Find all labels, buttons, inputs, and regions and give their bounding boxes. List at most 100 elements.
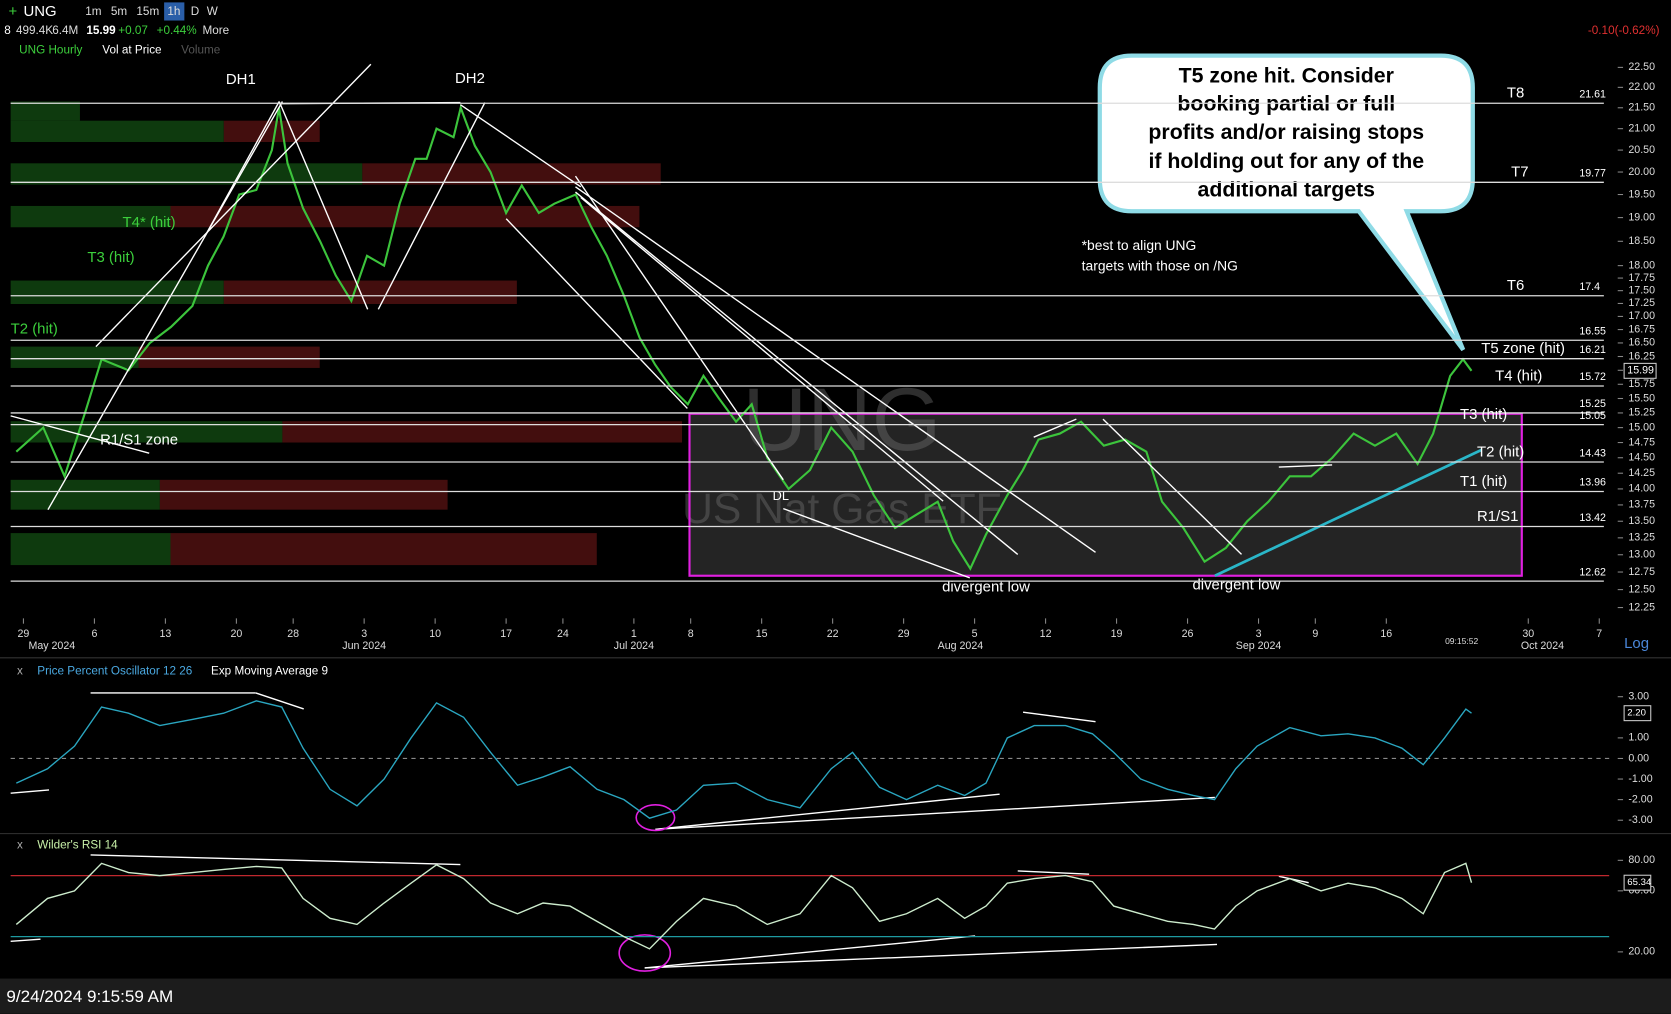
y-tick-label: 20.00 xyxy=(1628,166,1655,178)
trendline xyxy=(95,63,372,348)
x-tick-label: 10 xyxy=(429,628,441,640)
divergence-line xyxy=(655,793,1000,831)
quote-avg-volume: 6.4M xyxy=(52,24,78,37)
interval[interactable]: D xyxy=(191,5,199,18)
last-rsi-box xyxy=(1623,874,1652,891)
study-legend: Volume xyxy=(181,43,220,56)
target-value: 12.62 xyxy=(1579,566,1606,578)
interval[interactable]: 15m xyxy=(136,5,159,18)
y-tick-label: 14.25 xyxy=(1628,467,1655,479)
y-tick-label: 18.50 xyxy=(1628,235,1655,247)
x-tick-label: 28 xyxy=(287,628,299,640)
highlight-circle xyxy=(618,934,672,972)
y-tick-label: 80.00 xyxy=(1628,854,1655,866)
y-tick-label: 21.50 xyxy=(1628,102,1655,114)
vp-bar xyxy=(223,120,320,143)
x-tick-label: 30 xyxy=(1522,628,1534,640)
y-tick-label: 20.50 xyxy=(1628,144,1655,156)
quote-change: +0.07 xyxy=(118,24,148,37)
annotation: T4* (hit) xyxy=(123,215,176,231)
vp-bar xyxy=(10,101,80,121)
y-tick-label: 13.50 xyxy=(1628,515,1655,527)
status-bar xyxy=(0,978,1671,1014)
target-value: 21.61 xyxy=(1579,89,1606,101)
y-tick-label: 21.00 xyxy=(1628,122,1655,134)
chart-legend: UNG Hourly xyxy=(19,43,82,56)
add-icon[interactable]: + xyxy=(9,4,18,20)
after-hours: -0.10(-0.62%) xyxy=(1588,24,1660,37)
trendline xyxy=(459,104,582,188)
time-marker: 09:15:52 xyxy=(1445,636,1478,646)
price-plot xyxy=(15,104,1473,571)
y-tick-label: 22.50 xyxy=(1628,61,1655,73)
y-tick-label: 18.00 xyxy=(1628,259,1655,271)
y-tick-label: 14.50 xyxy=(1628,452,1655,464)
target-label: T7 xyxy=(1511,165,1528,181)
callout-bubble xyxy=(1097,53,1475,352)
trendline xyxy=(574,175,784,481)
annotation: DL xyxy=(773,488,789,503)
divergence-line xyxy=(644,935,976,969)
callout-line: T5 zone hit. Consider xyxy=(1179,64,1394,88)
note: *best to align UNG xyxy=(1082,237,1197,253)
x-tick-label: 29 xyxy=(898,628,910,640)
vp-bar xyxy=(138,346,320,368)
annotation: R1/S1 zone xyxy=(100,432,178,448)
trendline xyxy=(580,196,944,502)
x-tick-label: 3 xyxy=(1256,628,1262,640)
study-overlay: Exp Moving Average 9 xyxy=(211,665,328,678)
y-tick-label: 20.00 xyxy=(1628,946,1655,958)
vp-bar xyxy=(10,533,171,566)
month-label: Aug 2024 xyxy=(938,640,984,652)
x-tick-label: 8 xyxy=(688,628,694,640)
interval[interactable]: 5m xyxy=(111,5,127,18)
target-value: 14.43 xyxy=(1579,447,1606,459)
month-label: Oct 2024 xyxy=(1521,640,1564,652)
month-label: Jul 2024 xyxy=(614,640,654,652)
vp-bar xyxy=(282,421,683,443)
close-study[interactable]: x xyxy=(17,838,23,851)
y-tick-label: 12.50 xyxy=(1628,583,1655,595)
interval[interactable]: W xyxy=(207,5,219,18)
interval-selected xyxy=(164,2,185,21)
x-tick-label: 19 xyxy=(1111,628,1123,640)
y-tick-label: 22.00 xyxy=(1628,81,1655,93)
target-value: 16.55 xyxy=(1579,326,1606,338)
quote-volume: 499.4K xyxy=(16,24,53,37)
y-tick-label: 19.00 xyxy=(1628,211,1655,223)
close-study[interactable]: x xyxy=(17,665,23,678)
y-tick-label: 15.25 xyxy=(1628,407,1655,419)
more-button[interactable]: More xyxy=(202,24,229,37)
symbol[interactable]: UNG xyxy=(23,4,56,20)
divergence-line xyxy=(10,789,50,794)
vp-bar xyxy=(10,280,224,304)
y-tick-label: -2.00 xyxy=(1628,793,1652,805)
vp-bar xyxy=(159,479,448,510)
interval[interactable]: 1m xyxy=(85,5,101,18)
y-tick-label: 13.25 xyxy=(1628,532,1655,544)
target-label: T3 (hit) xyxy=(1460,407,1507,423)
trendline xyxy=(1033,418,1077,438)
last-price-box xyxy=(1623,362,1657,379)
y-tick-label: 19.50 xyxy=(1628,188,1655,200)
month-label: Jun 2024 xyxy=(342,640,386,652)
consolidation-box xyxy=(688,412,1523,577)
current-value-box xyxy=(1623,705,1652,722)
x-tick-label: 13 xyxy=(159,628,171,640)
x-tick-label: 6 xyxy=(91,628,97,640)
vp-bar xyxy=(170,205,640,228)
target-label: T4 (hit) xyxy=(1495,368,1542,384)
annotation: DH1 xyxy=(226,72,256,88)
y-tick-label: 1.00 xyxy=(1628,732,1649,744)
trendline xyxy=(505,218,688,409)
target-label: T1 (hit) xyxy=(1460,474,1507,490)
interval[interactable]: 1h xyxy=(167,5,180,18)
log-button[interactable]: Log xyxy=(1624,636,1649,652)
current-value: 2.20 xyxy=(1627,708,1646,719)
trendline xyxy=(1214,448,1482,577)
quote-last: 15.99 xyxy=(86,24,116,37)
month-label: Sep 2024 xyxy=(1236,640,1282,652)
divergence-line xyxy=(255,692,304,710)
y-tick-label: 12.25 xyxy=(1628,601,1655,613)
